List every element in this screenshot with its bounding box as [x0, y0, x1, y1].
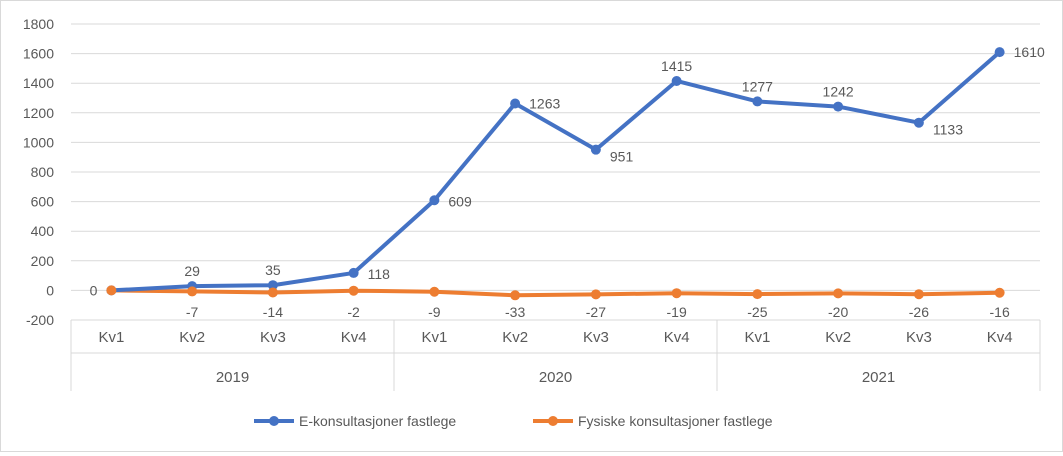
data-label-fysiske-konsultasjoner: -33	[505, 304, 525, 320]
data-point	[752, 289, 763, 300]
series-line	[111, 50, 1001, 293]
y-tick-label: 1000	[23, 134, 54, 150]
data-label-e-konsultasjoner: 1415	[661, 58, 692, 74]
x-tick-label: Kv1	[744, 329, 770, 346]
data-point	[913, 289, 924, 300]
legend-label: Fysiske konsultasjoner fastlege	[578, 413, 773, 429]
data-point	[348, 267, 359, 278]
data-point	[106, 285, 117, 296]
data-point	[590, 144, 601, 155]
data-point	[267, 287, 278, 298]
data-point	[429, 195, 440, 206]
legend-marker	[269, 416, 279, 426]
data-point	[267, 280, 278, 291]
data-label-fysiske-konsultasjoner: -26	[909, 304, 929, 320]
x-tick-label: Kv2	[825, 329, 851, 346]
y-tick-label: -200	[26, 312, 54, 328]
data-point	[429, 286, 440, 297]
y-tick-label: 1600	[23, 46, 54, 62]
x-tick-label: Kv1	[421, 329, 447, 346]
x-group-label: 2021	[862, 369, 895, 386]
y-tick-label: 800	[31, 164, 55, 180]
data-label-fysiske-konsultasjoner: -27	[586, 304, 606, 320]
y-tick-label: 200	[31, 253, 55, 269]
data-label-e-konsultasjoner: 0	[90, 282, 98, 298]
data-point	[590, 289, 601, 300]
data-point	[994, 287, 1005, 298]
y-tick-label: 600	[31, 194, 55, 210]
data-point	[833, 101, 844, 112]
data-point	[913, 117, 924, 128]
x-group-label: 2019	[216, 369, 249, 386]
data-label-e-konsultasjoner: 1277	[742, 78, 773, 94]
x-tick-label: Kv4	[987, 329, 1013, 346]
y-tick-label: 1400	[23, 75, 54, 91]
x-tick-label: Kv3	[260, 329, 286, 346]
x-tick-label: Kv4	[341, 329, 367, 346]
data-label-e-konsultasjoner: 35	[265, 262, 281, 278]
data-point	[994, 47, 1005, 58]
x-tick-label: Kv1	[98, 329, 124, 346]
data-point	[510, 290, 521, 301]
data-point	[510, 98, 521, 109]
data-label-e-konsultasjoner: 1263	[529, 95, 560, 111]
data-label-fysiske-konsultasjoner: -19	[667, 304, 687, 320]
x-tick-label: Kv3	[583, 329, 609, 346]
data-label-e-konsultasjoner: 951	[610, 149, 634, 165]
y-tick-label: 0	[46, 282, 54, 298]
x-tick-label: Kv4	[664, 329, 690, 346]
y-tick-label: 1800	[23, 16, 54, 32]
data-label-fysiske-konsultasjoner: -14	[263, 304, 283, 320]
data-point	[187, 286, 198, 297]
data-label-e-konsultasjoner: 29	[184, 263, 200, 279]
data-label-e-konsultasjoner: 1610	[1014, 44, 1045, 60]
data-label-fysiske-konsultasjoner: -7	[186, 304, 199, 320]
data-point	[671, 75, 682, 86]
x-tick-label: Kv2	[502, 329, 528, 346]
series-line	[111, 288, 1000, 298]
data-label-fysiske-konsultasjoner: -25	[747, 304, 767, 320]
x-tick-label: Kv2	[179, 329, 205, 346]
data-label-fysiske-konsultasjoner: -16	[990, 304, 1010, 320]
data-point	[833, 288, 844, 299]
data-point	[752, 96, 763, 107]
data-label-e-konsultasjoner: 609	[448, 193, 472, 209]
x-tick-label: Kv3	[906, 329, 932, 346]
data-point	[348, 285, 359, 296]
data-label-e-konsultasjoner: 1133	[933, 122, 963, 138]
y-tick-label: 400	[31, 223, 55, 239]
legend-marker	[548, 416, 558, 426]
data-label-fysiske-konsultasjoner: -2	[347, 304, 360, 320]
legend-label: E-konsultasjoner fastlege	[299, 413, 456, 429]
data-label-fysiske-konsultasjoner: -20	[828, 304, 848, 320]
x-group-label: 2020	[539, 369, 572, 386]
data-label-fysiske-konsultasjoner: -9	[428, 304, 441, 320]
data-label-e-konsultasjoner: 1242	[823, 84, 854, 100]
data-label-e-konsultasjoner: 118	[368, 266, 391, 282]
y-tick-label: 1200	[23, 105, 54, 121]
data-point	[671, 288, 682, 299]
